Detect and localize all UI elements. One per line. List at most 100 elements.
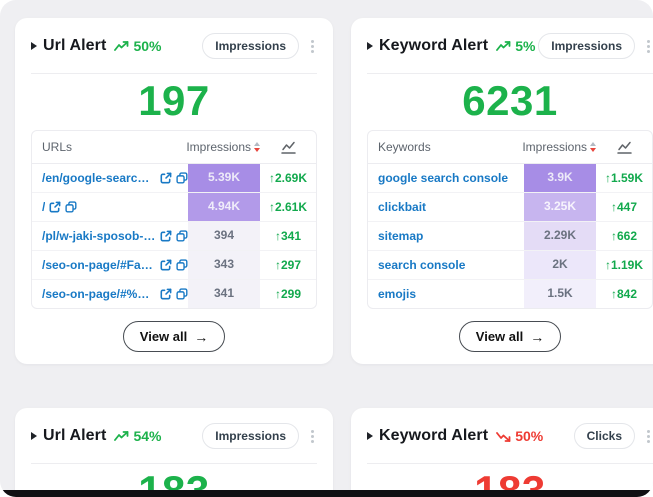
copy-icon[interactable] [176,259,188,271]
card-keyword-alert-1: Keyword Alert 5% Impressions 6231 Keywor… [351,18,653,364]
table-row[interactable]: / 4.94K ↑2.61K [32,192,316,221]
change-value: ↑2.61K [268,200,308,214]
card-header: Url Alert 54% Impressions [31,422,317,450]
url-link[interactable]: /en/google-search-c... [42,171,156,185]
card-header: Url Alert 50% Impressions [31,32,317,60]
kebab-menu-icon[interactable] [308,37,317,56]
screenshot-bottom-edge [0,490,653,497]
view-all-button[interactable]: View all → [122,321,226,352]
table-row[interactable]: /en/google-search-c... 5.39K ↑2.69K [32,164,316,192]
impressions-value-cell: 341 [188,280,260,308]
table-row[interactable]: clickbait 3.25K ↑447 [368,192,652,221]
table-row[interactable]: search console 2K ↑1.19K [368,250,652,279]
url-link[interactable]: /pl/w-jaki-sposob-nal... [42,229,156,243]
header-divider [367,73,653,74]
trend-badge: 5% [496,38,535,54]
change-value: ↑447 [610,200,638,214]
keyword-link[interactable]: search console [378,258,466,272]
external-link-icon[interactable] [49,201,61,213]
metric-button[interactable]: Clicks [573,423,635,449]
trend-up-icon [114,430,129,441]
url-link[interactable]: /seo-on-page/#Facto... [42,258,156,272]
keyword-link[interactable]: clickbait [378,200,427,214]
table-row[interactable]: /pl/w-jaki-sposob-nal... 394 ↑341 [32,221,316,250]
header-divider [31,73,317,74]
change-value: ↑2.69K [268,171,308,185]
copy-icon[interactable] [176,172,188,184]
card-url-alert-2: Url Alert 54% Impressions 183 URLs Impre… [15,408,333,497]
impressions-value-cell: 3.25K [524,193,596,221]
sort-icon[interactable] [590,142,596,152]
kebab-menu-icon[interactable] [644,427,653,446]
impressions-value-cell: 2K [524,251,596,279]
external-link-icon[interactable] [160,172,172,184]
copy-icon[interactable] [176,288,188,300]
impressions-value-cell: 2.29K [524,222,596,250]
table-row[interactable]: /seo-on-page/#%C2... 341 ↑299 [32,279,316,308]
arrow-right-icon: → [194,328,209,345]
copy-icon[interactable] [65,201,77,213]
column-header-urls: URLs [42,140,73,154]
metric-button[interactable]: Impressions [202,33,299,59]
arrow-right-icon: → [530,328,545,345]
caret-right-icon[interactable] [367,432,373,440]
trend-badge: 54% [114,428,161,444]
card-header: Keyword Alert 5% Impressions [367,32,653,60]
table-row[interactable]: sitemap 2.29K ↑662 [368,221,652,250]
table-row[interactable]: /seo-on-page/#Facto... 343 ↑297 [32,250,316,279]
trend-down-icon [496,431,511,442]
card-title: Url Alert [43,427,107,444]
table-row[interactable]: google search console 3.9K ↑1.59K [368,164,652,192]
keyword-link[interactable]: emojis [378,287,417,301]
impressions-value-cell: 4.94K [188,193,260,221]
trend-badge: 50% [114,38,161,54]
card-keyword-alert-2: Keyword Alert 50% Clicks 183 Keywords Cl… [351,408,653,497]
change-value: ↑299 [274,287,302,301]
keyword-link[interactable]: sitemap [378,229,424,243]
kebab-menu-icon[interactable] [308,427,317,446]
column-header-impressions: Impressions [522,140,587,154]
table-header: Keywords Impressions [368,131,652,164]
caret-right-icon[interactable] [31,432,37,440]
trend-up-icon [496,40,511,51]
cards-grid: Url Alert 50% Impressions 197 URLs Impre… [15,18,653,497]
header-divider [31,463,317,464]
trend-value: 50% [133,38,162,54]
card-header: Keyword Alert 50% Clicks [367,422,653,450]
header-divider [367,463,653,464]
view-all-label: View all [139,329,188,344]
impressions-value-cell: 1.5K [524,280,596,308]
table-header: URLs Impressions [32,131,316,164]
impressions-value-cell: 343 [188,251,260,279]
line-chart-icon[interactable] [280,141,296,154]
card-url-alert-1: Url Alert 50% Impressions 197 URLs Impre… [15,18,333,364]
change-value: ↑341 [274,229,302,243]
data-table: Keywords Impressions google search conso… [367,130,653,309]
copy-icon[interactable] [176,230,188,242]
caret-right-icon[interactable] [31,42,37,50]
column-header-keywords: Keywords [378,140,431,154]
keyword-link[interactable]: google search console [378,171,509,185]
external-link-icon[interactable] [160,230,172,242]
card-title: Keyword Alert [379,427,489,444]
column-header-impressions: Impressions [186,140,251,154]
big-metric-number: 6231 [462,77,558,124]
change-value: ↑1.59K [604,171,644,185]
card-title: Keyword Alert [379,37,489,54]
table-row[interactable]: emojis 1.5K ↑842 [368,279,652,308]
metric-button[interactable]: Impressions [202,423,299,449]
change-value: ↑662 [610,229,638,243]
url-link[interactable]: /seo-on-page/#%C2... [42,287,156,301]
sort-icon[interactable] [254,142,260,152]
trend-badge: 50% [496,428,543,444]
change-value: ↑842 [610,287,638,301]
metric-button[interactable]: Impressions [538,33,635,59]
caret-right-icon[interactable] [367,42,373,50]
line-chart-icon[interactable] [616,141,632,154]
view-all-button[interactable]: View all → [458,321,562,352]
external-link-icon[interactable] [160,288,172,300]
url-link[interactable]: / [42,200,46,214]
kebab-menu-icon[interactable] [644,37,653,56]
external-link-icon[interactable] [160,259,172,271]
